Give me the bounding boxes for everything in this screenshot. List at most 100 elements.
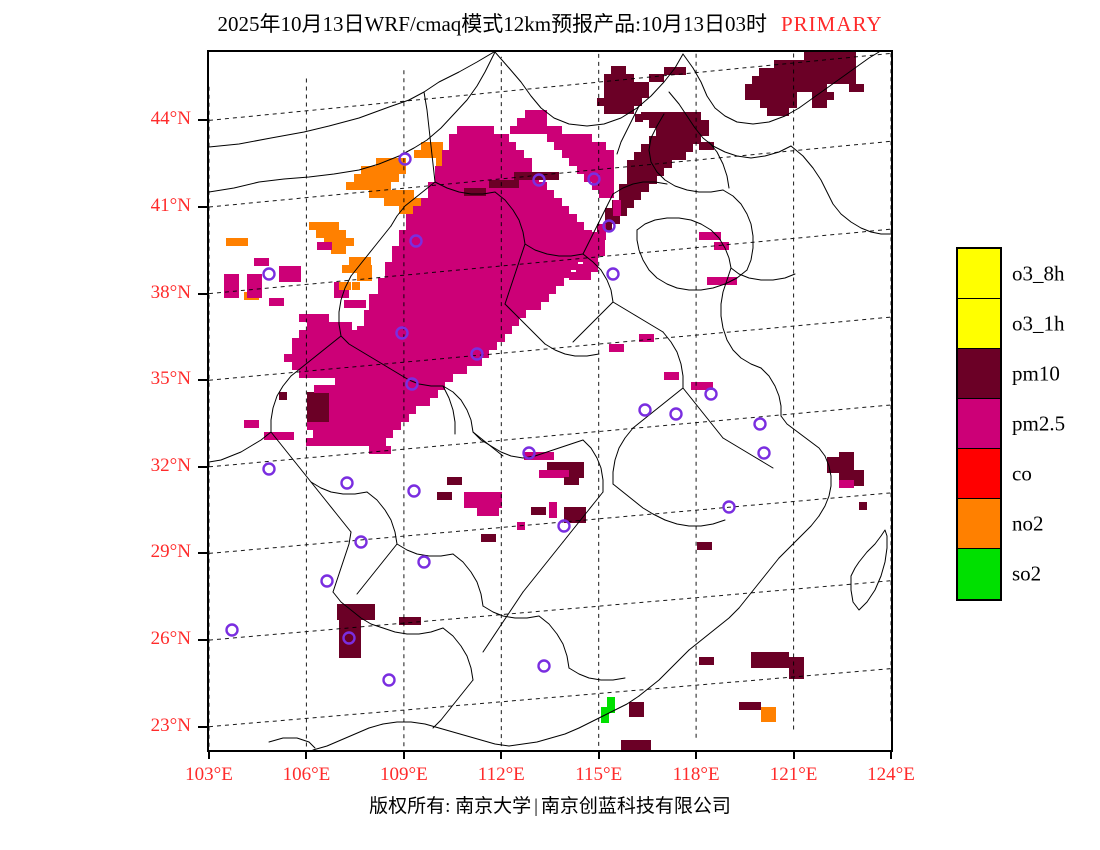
legend-swatch-no2[interactable]: no2 xyxy=(958,499,1044,549)
longitude-label: 103°E xyxy=(185,764,233,785)
city-marker[interactable] xyxy=(409,234,423,248)
grid-cell xyxy=(524,452,554,460)
longitude-label: 112°E xyxy=(477,764,525,785)
grid-cell xyxy=(604,106,634,114)
latitude-tick xyxy=(198,725,207,728)
latitude-tick xyxy=(198,379,207,382)
city-marker[interactable] xyxy=(537,659,551,673)
pollutant-legend[interactable]: o3_8h o3_1h pm10 pm2.5 co no2 so2 xyxy=(956,247,1065,601)
grid-cell xyxy=(224,274,239,298)
grid-cell xyxy=(328,390,438,398)
legend-swatch-pm25[interactable]: pm2.5 xyxy=(958,399,1065,449)
title-primary-flag: PRIMARY xyxy=(780,12,883,36)
grid-cell xyxy=(607,697,615,713)
lat-lon-graticule xyxy=(209,52,891,750)
grid-cell xyxy=(605,216,620,224)
city-marker[interactable] xyxy=(522,446,536,460)
longitude-label: 124°E xyxy=(867,764,915,785)
city-marker[interactable] xyxy=(602,219,616,233)
city-marker[interactable] xyxy=(262,462,276,476)
city-marker[interactable] xyxy=(417,555,431,569)
legend-label: so2 xyxy=(1012,561,1042,586)
grid-cell xyxy=(385,262,578,270)
latitude-label: 44°N xyxy=(150,108,191,130)
legend-swatch-o38h[interactable]: o3_8h xyxy=(958,249,1065,299)
grid-cell xyxy=(244,420,259,428)
legend-swatch-pm10[interactable]: pm10 xyxy=(958,349,1060,399)
grid-cell xyxy=(789,657,804,679)
longitude-label: 106°E xyxy=(282,764,331,785)
grid-cell xyxy=(707,277,737,285)
grid-cell xyxy=(399,238,599,246)
grid-cell xyxy=(369,190,414,198)
grid-cell xyxy=(292,338,359,346)
city-marker[interactable] xyxy=(395,326,409,340)
grid-cell xyxy=(226,238,248,246)
grid-cell xyxy=(751,652,789,668)
city-marker[interactable] xyxy=(407,484,421,498)
longitude-tick xyxy=(695,750,698,759)
latitude-gridline xyxy=(209,404,891,468)
grid-cell xyxy=(342,358,482,366)
city-marker[interactable] xyxy=(342,631,356,645)
grid-cell xyxy=(464,492,502,508)
grid-cell xyxy=(583,248,605,256)
grid-cell xyxy=(421,142,443,150)
map-plot-area[interactable] xyxy=(207,50,893,752)
grid-cell xyxy=(339,282,351,290)
grid-cell xyxy=(699,142,714,150)
grid-cell xyxy=(447,477,462,485)
grid-cell xyxy=(316,230,346,238)
city-marker[interactable] xyxy=(753,417,767,431)
copyright-right: 南京创蓝科技有限公司 xyxy=(540,796,731,817)
city-marker[interactable] xyxy=(398,152,412,166)
city-marker[interactable] xyxy=(225,623,239,637)
city-marker[interactable] xyxy=(669,407,683,421)
grid-cell xyxy=(306,438,386,446)
grid-cell xyxy=(539,470,569,478)
city-marker[interactable] xyxy=(354,535,368,549)
grid-cell xyxy=(767,108,789,116)
city-marker[interactable] xyxy=(704,387,718,401)
legend-swatch-so2[interactable]: so2 xyxy=(958,549,1041,599)
grid-cell xyxy=(649,120,709,128)
grid-cell xyxy=(457,126,494,134)
grid-cell xyxy=(385,270,571,278)
grid-cell xyxy=(349,350,489,358)
city-marker[interactable] xyxy=(340,476,354,490)
grid-cell xyxy=(292,362,352,370)
city-marker[interactable] xyxy=(757,446,771,460)
grid-cell xyxy=(299,370,344,378)
grid-cell xyxy=(564,477,579,485)
legend-swatch-o31h[interactable]: o3_1h xyxy=(958,299,1065,349)
city-marker[interactable] xyxy=(722,500,736,514)
grid-cell xyxy=(369,294,391,310)
city-marker[interactable] xyxy=(382,673,396,687)
grid-cell xyxy=(590,232,605,240)
grid-cell xyxy=(435,166,532,174)
city-marker[interactable] xyxy=(405,377,419,391)
city-marker[interactable] xyxy=(606,267,620,281)
grid-cell xyxy=(774,60,804,68)
grid-cell xyxy=(613,200,621,216)
city-marker[interactable] xyxy=(262,267,276,281)
grid-cell xyxy=(335,382,445,390)
city-marker[interactable] xyxy=(638,403,652,417)
grid-cell xyxy=(378,278,564,286)
grid-cell xyxy=(349,342,497,350)
grid-cell xyxy=(564,507,586,523)
longitude-label: 118°E xyxy=(672,764,720,785)
grid-cell xyxy=(307,422,329,430)
city-marker[interactable] xyxy=(470,347,484,361)
legend-swatch-co[interactable]: co xyxy=(958,449,1032,499)
city-marker[interactable] xyxy=(320,574,334,588)
grid-cell xyxy=(428,182,547,190)
city-marker[interactable] xyxy=(532,173,546,187)
grid-cell xyxy=(745,92,797,100)
latitude-tick xyxy=(198,552,207,555)
city-marker[interactable] xyxy=(587,172,601,186)
city-marker[interactable] xyxy=(557,519,571,533)
grid-cell xyxy=(307,392,329,422)
grid-cell xyxy=(804,52,856,68)
grid-cell xyxy=(699,657,714,665)
